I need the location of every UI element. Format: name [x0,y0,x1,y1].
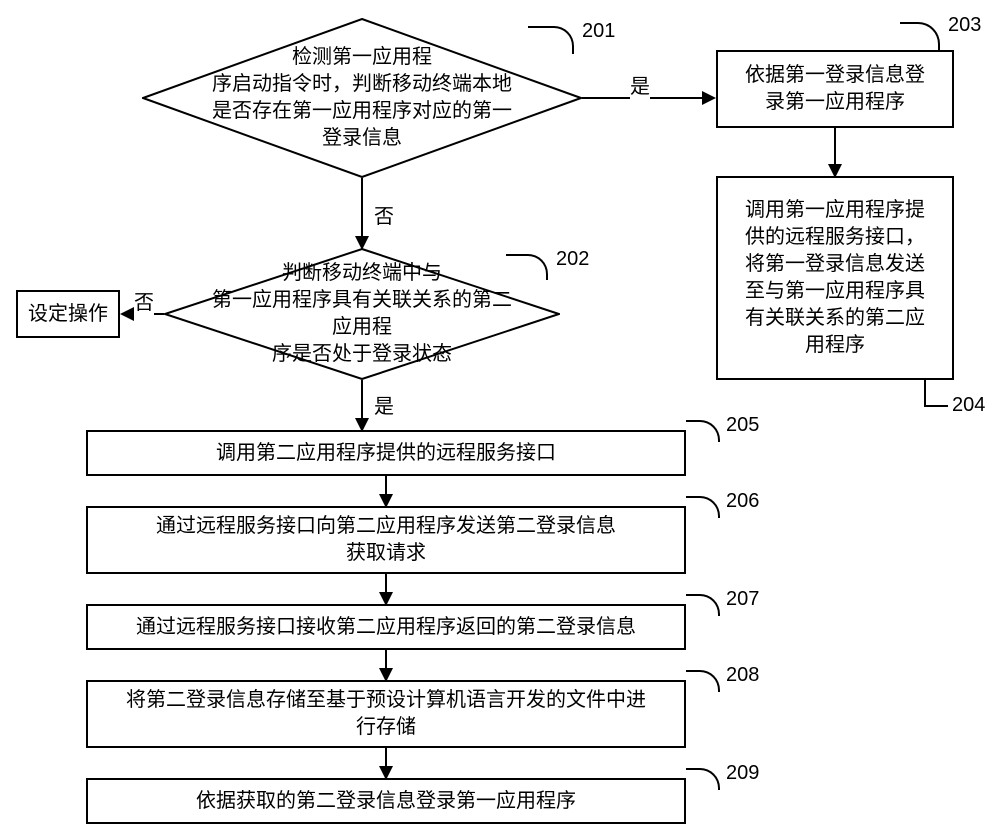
edge-r208-r209-line [385,748,387,766]
edge-d1-r203-label: 是 [630,70,650,99]
edge-d2-rset-head [120,307,134,321]
edge-d1-r203-head [702,91,716,105]
edge-r207-r208-line [385,650,387,668]
leader-204-h [924,405,948,407]
process-209: 依据获取的第二登录信息登录第一应用程序 [86,778,686,824]
step-203: 203 [948,14,981,37]
decision-d2-text: 判断移动终端中与第一应用程序具有关联关系的第二应用程序是否处于登录状态 [164,260,560,368]
decision-d1: 检测第一应用程序启动指令时，判断移动终端本地是否存在第一应用程序对应的第一登录信… [142,18,582,178]
process-207: 通过远程服务接口接收第二应用程序返回的第二登录信息 [86,604,686,650]
process-205: 调用第二应用程序提供的远程服务接口 [86,430,686,476]
process-205-text: 调用第二应用程序提供的远程服务接口 [216,440,556,467]
process-206-text: 通过远程服务接口向第二应用程序发送第二登录信息获取请求 [156,513,616,567]
process-203-text: 依据第一登录信息登录第一应用程序 [745,62,925,116]
step-209: 209 [726,762,759,785]
step-204: 204 [952,394,985,417]
process-206: 通过远程服务接口向第二应用程序发送第二登录信息获取请求 [86,506,686,574]
edge-d2-rset-label: 否 [134,286,154,315]
step-206: 206 [726,490,759,513]
step-202: 202 [556,248,589,271]
process-208: 将第二登录信息存储至基于预设计算机语言开发的文件中进行存储 [86,680,686,748]
process-204: 调用第一应用程序提供的远程服务接口，将第一登录信息发送至与第一应用程序具有关联关… [716,176,954,380]
leader-208 [686,670,720,692]
step-207: 207 [726,588,759,611]
decision-d2: 判断移动终端中与第一应用程序具有关联关系的第二应用程序是否处于登录状态 [164,248,560,380]
edge-r203-r204-line [834,128,836,164]
edge-d1-d2-line [361,178,363,236]
process-207-text: 通过远程服务接口接收第二应用程序返回的第二登录信息 [136,614,636,641]
edge-d2-r205-label: 是 [374,390,394,419]
edge-d1-d2-label: 否 [374,200,394,229]
step-201: 201 [582,20,615,43]
leader-209 [686,768,720,790]
leader-203 [900,22,940,50]
step-205: 205 [726,414,759,437]
process-204-text: 调用第一应用程序提供的远程服务接口，将第一登录信息发送至与第一应用程序具有关联关… [745,197,925,359]
edge-d2-r205-line [361,380,363,418]
leader-207 [686,594,720,616]
process-203: 依据第一登录信息登录第一应用程序 [716,50,954,128]
process-209-text: 依据获取的第二登录信息登录第一应用程序 [196,788,576,815]
edge-r206-r207-line [385,574,387,592]
leader-204-v [924,380,926,407]
edge-r205-r206-line [385,476,387,494]
process-208-text: 将第二登录信息存储至基于预设计算机语言开发的文件中进行存储 [126,687,646,741]
leader-205 [686,420,720,442]
decision-d1-text: 检测第一应用程序启动指令时，判断移动终端本地是否存在第一应用程序对应的第一登录信… [172,44,552,152]
leader-206 [686,496,720,518]
step-208: 208 [726,664,759,687]
process-set-operation-text: 设定操作 [28,301,108,328]
process-set-operation: 设定操作 [16,290,120,338]
